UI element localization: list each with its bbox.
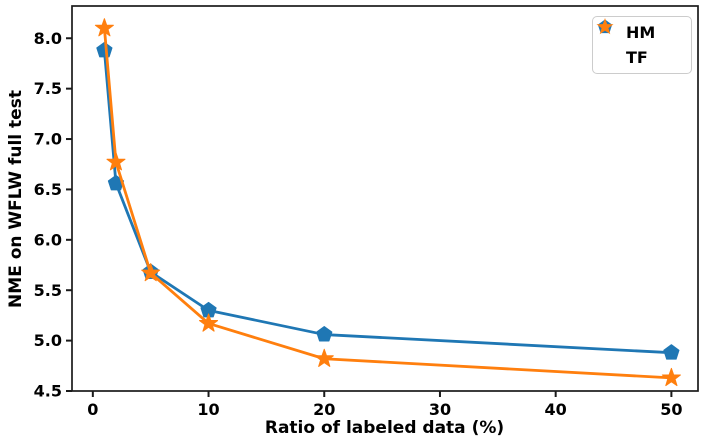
y-tick-label: 5.0 — [34, 331, 62, 350]
x-tick-label: 30 — [429, 400, 451, 419]
legend: HM TF — [592, 16, 692, 74]
y-tick-label: 7.5 — [34, 79, 62, 98]
y-tick-label: 5.5 — [34, 281, 62, 300]
data-point-tf — [94, 18, 114, 37]
y-tick-label: 6.0 — [34, 230, 62, 249]
legend-entry-hm: HM — [597, 19, 683, 42]
data-point-tf — [661, 367, 681, 387]
data-point-tf — [199, 313, 219, 332]
legend-label-hm: HM — [626, 23, 656, 42]
legend-label-tf: TF — [626, 48, 648, 67]
x-axis-label: Ratio of labeled data (%) — [264, 418, 505, 438]
data-point-hm — [663, 344, 680, 360]
y-tick-label: 7.0 — [34, 130, 62, 149]
legend-entry-tf: TF — [596, 18, 683, 67]
data-point-hm — [316, 326, 333, 342]
data-point-hm — [96, 41, 113, 58]
x-tick-label: 10 — [197, 400, 219, 419]
data-point-tf — [141, 263, 161, 282]
x-tick-label: 0 — [87, 400, 98, 419]
series-tf — [94, 18, 681, 387]
y-axis: 4.5 5.0 5.5 6.0 6.5 7.0 7.5 8.0 — [34, 29, 72, 401]
x-tick-label: 50 — [660, 400, 682, 419]
series-line-tf — [103, 26, 673, 380]
y-axis-label: NME on WFLW full test — [6, 90, 26, 308]
star-icon — [596, 18, 614, 35]
y-tick-label: 6.5 — [34, 180, 62, 199]
x-tick-label: 20 — [313, 400, 335, 419]
data-point-tf — [314, 348, 334, 367]
data-point-tf — [106, 152, 126, 171]
y-tick-label: 4.5 — [34, 382, 62, 401]
x-tick-label: 40 — [545, 400, 567, 419]
x-axis: 0 10 20 30 40 50 — [87, 391, 683, 419]
y-tick-label: 8.0 — [34, 29, 62, 48]
